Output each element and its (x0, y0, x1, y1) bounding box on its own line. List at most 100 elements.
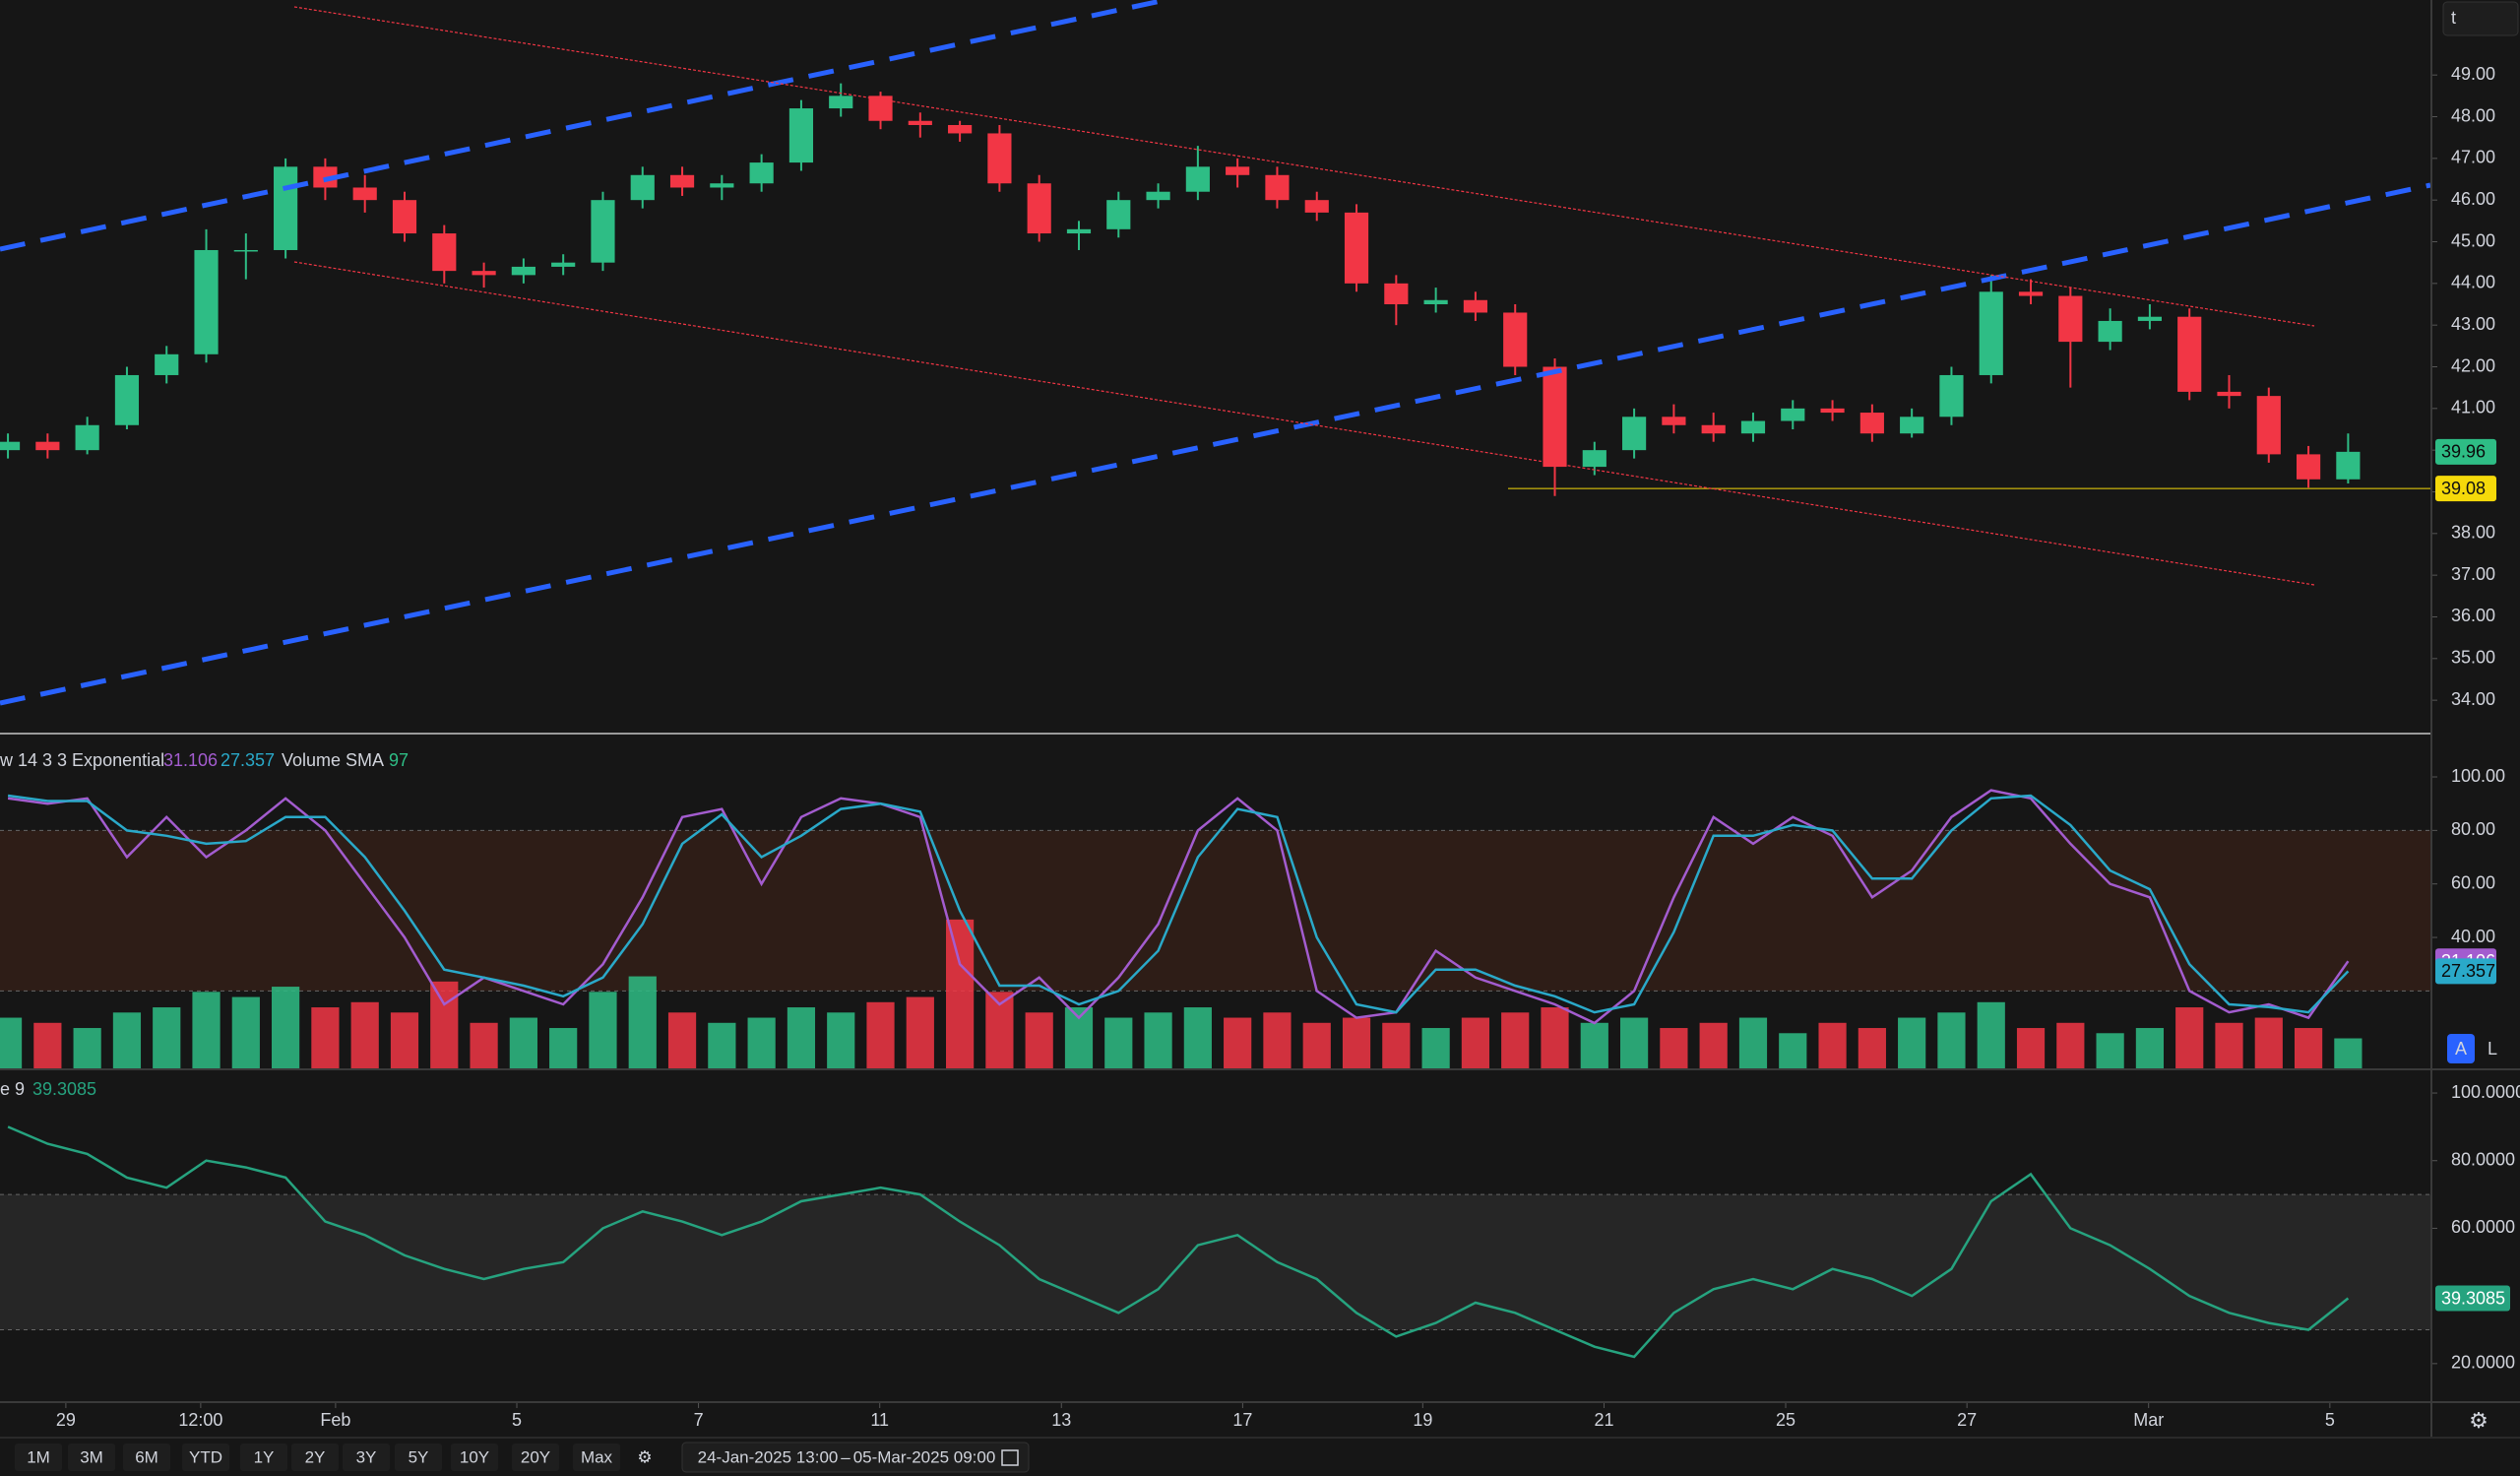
trend-line[interactable] (0, 182, 2431, 706)
price-label: 27.357 (2441, 961, 2495, 981)
range-button-label[interactable]: 2Y (305, 1447, 326, 1466)
range-button-label[interactable]: 5Y (409, 1447, 429, 1466)
volume-bar (1144, 1012, 1172, 1069)
volume-bar (2056, 1022, 2085, 1069)
volume-bar (1580, 1022, 1608, 1069)
y-tick-label: 60.0000 (2451, 1217, 2515, 1237)
y-tick-label: 47.00 (2451, 148, 2495, 167)
candle-body (0, 441, 21, 451)
y-tick-label: 40.00 (2451, 927, 2495, 946)
band (0, 830, 2431, 992)
x-tick-label: 12:00 (178, 1410, 222, 1430)
candle-body (1304, 200, 1329, 213)
candle-body (1503, 312, 1528, 367)
menu-box[interactable] (2442, 1, 2519, 36)
candle-body (1146, 191, 1170, 201)
price-label: 39.3085 (2441, 1288, 2505, 1308)
range-button[interactable] (123, 1444, 170, 1471)
candle-body (1939, 374, 1964, 417)
x-tick-label: 5 (2325, 1410, 2335, 1430)
volume-bar (1818, 1022, 1847, 1069)
range-button-label[interactable]: 10Y (460, 1447, 489, 1466)
volume-bar (1738, 1017, 1768, 1069)
indicator-value: 39.3085 (32, 1079, 96, 1099)
volume-bar (1779, 1033, 1807, 1069)
y-tick-label: 49.00 (2451, 64, 2495, 84)
candle-body (392, 200, 417, 234)
log-scale-label[interactable]: L (2488, 1039, 2497, 1059)
indicator-title: e 9 (0, 1079, 25, 1099)
volume-bar (112, 1012, 142, 1069)
candle-body (1622, 417, 1647, 451)
range-button-label[interactable]: YTD (189, 1447, 222, 1466)
volume-bar (906, 996, 934, 1069)
y-tick-label: 38.00 (2451, 523, 2495, 543)
range-button[interactable] (68, 1444, 115, 1471)
candle-body (472, 271, 496, 276)
band (0, 1194, 2431, 1330)
range-button[interactable] (343, 1444, 390, 1471)
volume-bar (1382, 1022, 1411, 1069)
range-button-label[interactable]: Max (581, 1447, 613, 1466)
y-tick-label: 34.00 (2451, 689, 2495, 709)
candle-body (1859, 413, 1884, 434)
range-button-label[interactable]: 1Y (254, 1447, 275, 1466)
panes: 34.0035.0036.0037.0038.0039.0040.0041.00… (0, 64, 2520, 1430)
candle-body (2336, 451, 2361, 480)
x-tick-label: 27 (1957, 1410, 1977, 1430)
gear-icon[interactable]: ⚙ (637, 1447, 652, 1466)
date-range-box[interactable] (681, 1442, 1030, 1473)
trend-line[interactable] (0, 0, 1166, 252)
range-button-label[interactable]: 3M (80, 1447, 103, 1466)
volume-bar (1977, 1001, 2005, 1069)
volume-bar (946, 919, 975, 1069)
range-button[interactable] (240, 1444, 287, 1471)
settings-icon[interactable]: ⚙ (2469, 1408, 2488, 1433)
range-button[interactable] (15, 1444, 62, 1471)
x-tick-label: 21 (1594, 1410, 1613, 1430)
range-button[interactable] (451, 1444, 498, 1471)
candle-body (1027, 183, 1051, 234)
calendar-icon[interactable] (1001, 1449, 1019, 1466)
volume-bar (2135, 1028, 2165, 1069)
candle-body (2177, 316, 2202, 392)
candle-body (1820, 408, 1845, 414)
auto-scale-label: A (2455, 1039, 2467, 1059)
candle-body (788, 108, 814, 163)
range-button[interactable] (182, 1444, 229, 1471)
candle-body (1384, 283, 1409, 305)
volume-bar (0, 1017, 23, 1069)
candle-body (35, 441, 60, 451)
price-label-box (2435, 476, 2496, 502)
y-tick-label: 36.00 (2451, 606, 2495, 625)
x-tick-label: 5 (512, 1410, 522, 1430)
volume-bar (1302, 1022, 1331, 1069)
candle-body (1185, 166, 1210, 192)
volume-bar (747, 1017, 776, 1069)
volume-bar (2175, 1007, 2204, 1069)
range-button[interactable] (573, 1444, 620, 1471)
range-button-label[interactable]: 1M (27, 1447, 50, 1466)
volume-bar (1541, 1007, 1569, 1069)
volume-bar (589, 992, 617, 1069)
channel-line[interactable] (293, 261, 2315, 586)
range-button-label[interactable]: 3Y (356, 1447, 377, 1466)
auto-scale-button[interactable] (2447, 1034, 2475, 1063)
candle-body (710, 183, 734, 188)
y-tick-label: 37.00 (2451, 564, 2495, 584)
candle-body (948, 124, 973, 134)
range-button[interactable] (395, 1444, 442, 1471)
candle-body (669, 174, 695, 188)
volume-bar (1224, 1017, 1252, 1069)
volume-bar (192, 992, 220, 1069)
range-button[interactable] (291, 1444, 339, 1471)
volume-bar (350, 1001, 379, 1069)
range-button-label[interactable]: 20Y (521, 1447, 550, 1466)
date-from: 24-Jan-2025 13:00 (698, 1447, 839, 1466)
channel-line[interactable] (293, 6, 2315, 327)
y-tick-label: 35.00 (2451, 648, 2495, 668)
range-button[interactable] (512, 1444, 559, 1471)
range-button-label[interactable]: 6M (135, 1447, 158, 1466)
price-label: 39.96 (2441, 442, 2486, 462)
volume-title: Volume SMA (282, 750, 384, 770)
